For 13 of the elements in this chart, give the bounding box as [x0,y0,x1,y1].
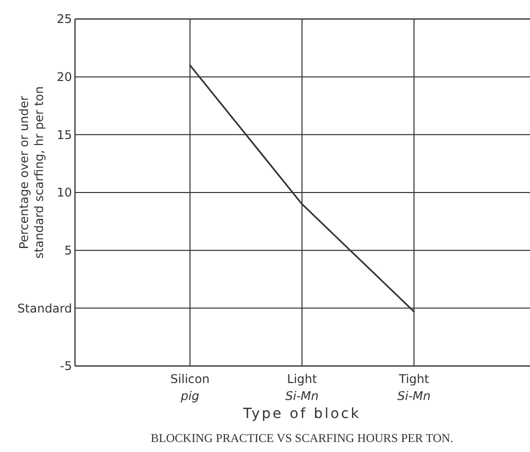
y-axis-title: Percentage over or under standard scarfing, hr per ton [17,86,46,259]
y-tick-label: 25 [56,12,72,26]
y-tick-label: Standard [17,301,72,316]
x-axis-title: Type of block [242,406,361,422]
y-tick-label: 5 [64,244,72,258]
y-tick-label: 15 [56,128,72,142]
x-tick-label: Light Si-Mn [285,372,319,403]
y-tick-label: 20 [56,70,72,84]
y-tick-label: 10 [56,186,72,200]
x-tick-label: Tight Si-Mn [397,372,431,403]
x-tick-label: Silicon pig [170,372,210,403]
y-tick-label: -5 [60,359,72,374]
text: BLOCKING PRACTICE VS SCARFING HOURS PER TON. [150,431,454,445]
